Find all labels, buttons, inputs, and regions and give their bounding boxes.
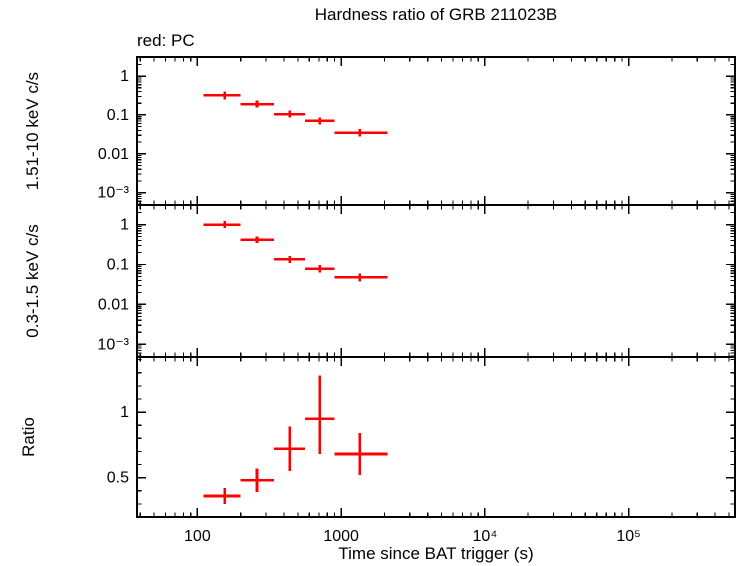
data-point-soft-band-rate: [240, 236, 274, 243]
y-tick-label: 0.01: [98, 146, 129, 163]
y-tick-label: 0.01: [98, 296, 129, 313]
data-point-hard-band-rate: [240, 100, 274, 108]
x-axis-label: Time since BAT trigger (s): [338, 544, 534, 563]
data-point-soft-band-rate: [273, 255, 305, 263]
data-point-hard-band-rate: [273, 110, 305, 118]
legend-pc-mode: red: PC: [137, 31, 195, 50]
x-tick-label: 10⁵: [616, 528, 640, 545]
data-point-hardness-ratio: [304, 375, 335, 455]
chart-title: Hardness ratio of GRB 211023B: [314, 5, 558, 24]
y-tick-label: 0.1: [107, 256, 129, 273]
panel-frame-soft-band-rate: [136, 204, 736, 358]
data-point-soft-band-rate: [334, 273, 388, 282]
x-tick-label: 100: [184, 528, 211, 545]
data-point-hardness-ratio: [334, 433, 388, 476]
y-tick-label: 1: [120, 68, 129, 85]
y-tick-label: 0.1: [107, 107, 129, 124]
panel-frame-hardness-ratio: [136, 356, 736, 518]
y-tick-label: 1: [120, 404, 129, 421]
panel-frame-hard-band-rate: [136, 56, 736, 206]
y-tick-label: 0.5: [107, 470, 129, 487]
x-tick-label: 1000: [323, 528, 359, 545]
data-point-hardness-ratio: [240, 468, 274, 493]
data-point-soft-band-rate: [203, 221, 241, 229]
data-point-hardness-ratio: [203, 488, 241, 504]
data-point-hard-band-rate: [203, 91, 241, 100]
data-point-hard-band-rate: [334, 128, 388, 137]
x-tick-label: 10⁴: [473, 528, 498, 545]
data-point-soft-band-rate: [304, 265, 335, 273]
y-tick-label: 10⁻³: [97, 336, 129, 353]
y-tick-label: 1: [120, 217, 129, 234]
data-point-hardness-ratio: [273, 426, 305, 472]
y-tick-label: 10⁻³: [97, 185, 129, 202]
data-point-hard-band-rate: [304, 117, 335, 125]
